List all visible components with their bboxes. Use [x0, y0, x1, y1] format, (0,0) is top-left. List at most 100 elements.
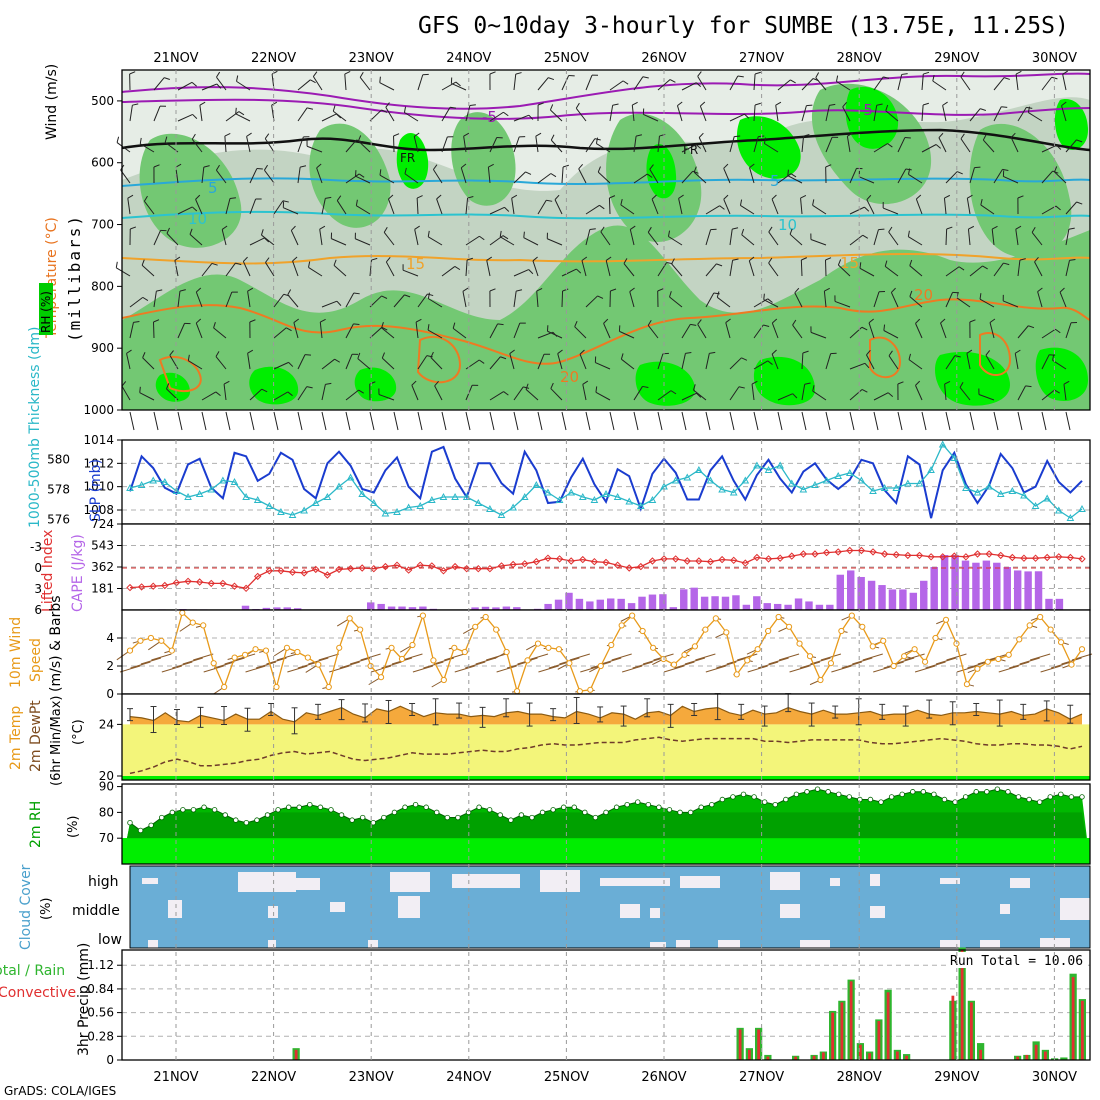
lifted-index-point — [799, 550, 808, 558]
rh2m-point — [761, 799, 768, 805]
wind-barb-flag — [1017, 195, 1024, 199]
wind-barb-flag — [129, 71, 136, 75]
surface-barb — [609, 411, 615, 431]
lifted-index-point — [602, 558, 610, 567]
lifted-index-point — [788, 552, 796, 560]
wind-barb-flag — [271, 101, 278, 106]
wind10m-panel: 024 — [106, 609, 1093, 701]
wind-barb-flag — [1059, 287, 1065, 293]
freezing-level-line — [121, 128, 1091, 152]
wind-barb-flag — [790, 173, 797, 178]
wind-barb-flag — [897, 381, 904, 385]
cloud-gap — [650, 942, 666, 948]
wind-barb-flag — [698, 132, 704, 138]
lifted-index-point — [358, 564, 366, 572]
wind-barb — [825, 353, 832, 370]
wind-barb — [297, 354, 306, 370]
wind-barb — [657, 79, 671, 91]
wind-barb-flag — [876, 103, 883, 106]
precip-convective-bar — [831, 1012, 835, 1060]
wind-barb-flag — [709, 351, 716, 354]
wind-barb-flag — [771, 194, 777, 200]
wind-barb — [609, 105, 614, 122]
cape-bar — [513, 607, 521, 610]
wind-barb — [319, 322, 323, 339]
lifted-index-point — [880, 550, 889, 558]
y-tick-label: 1008 — [83, 503, 114, 517]
lifted-index-line — [129, 549, 1083, 590]
rh2m-point — [211, 807, 218, 813]
wind-barb — [777, 393, 793, 401]
thickness-point — [741, 476, 750, 484]
wind-barb-flag — [794, 287, 800, 294]
rh2m-point — [159, 814, 165, 821]
rh2m-point — [772, 801, 778, 808]
wind-barb — [413, 136, 419, 153]
wind-barb — [416, 197, 419, 215]
wind-barb — [897, 74, 903, 91]
wind10m-point — [513, 688, 521, 695]
cloud-gap — [770, 872, 800, 890]
rh2m-point — [878, 799, 884, 805]
wind10m-point — [388, 644, 395, 651]
cape-bar — [419, 606, 427, 610]
wind-barb-flag — [334, 358, 341, 363]
rh2m-point — [169, 809, 176, 816]
wind-barb-flag — [734, 135, 741, 138]
wind-barb-flag — [499, 230, 502, 237]
wind-barb-flag — [909, 259, 913, 266]
wind-barb-flag — [771, 318, 778, 324]
surface-barb — [465, 411, 471, 431]
rh2m-point — [497, 812, 503, 818]
wind10m-point — [231, 654, 238, 661]
wind-barb — [225, 111, 240, 122]
wind-barb — [729, 386, 740, 401]
cape-bar — [241, 605, 250, 610]
y-tick-label: 0.84 — [87, 982, 114, 996]
wind-barb — [513, 114, 530, 122]
wind-barb-flag — [215, 351, 220, 357]
rh2m-point — [148, 822, 154, 828]
wind-barb-flag — [1010, 132, 1016, 138]
cloud-gap — [540, 870, 580, 892]
wind-barb — [201, 391, 217, 401]
wind-barb — [402, 269, 419, 277]
wind-barb-flag — [1003, 77, 1010, 80]
wind-barb-flag — [647, 319, 652, 326]
thickness-point — [718, 485, 726, 493]
wind-barb-flag — [754, 102, 761, 106]
wind-barb-flag — [292, 256, 298, 262]
wind-barb-flag — [763, 293, 765, 300]
wind-barb — [356, 205, 371, 215]
wind-barb — [582, 384, 587, 401]
wind-barb — [699, 105, 707, 122]
wind-barb — [333, 264, 347, 277]
wind10m-point — [880, 637, 887, 644]
wind-barb — [143, 200, 155, 215]
rh2m-point — [582, 809, 588, 816]
wind-barb — [1065, 322, 1072, 339]
wind-barb-flag — [723, 194, 729, 200]
wind-barb-flag — [835, 75, 839, 82]
wind-barb-flag — [623, 258, 628, 264]
wind-barb — [595, 362, 611, 370]
wind-barb-flag — [974, 166, 981, 169]
lifted-index-point — [764, 555, 773, 563]
bottom-day-labels: 21NOV 22NOV 23NOV 24NOV 25NOV 26NOV 27NOV 28NOV… — [153, 1070, 1077, 1085]
wind-barb-flag — [825, 164, 832, 168]
wind10m-barb-shaft — [601, 657, 622, 665]
wind-barb-flag — [141, 259, 145, 266]
lifted-index-point — [579, 555, 587, 564]
surface-barb — [537, 411, 543, 431]
wind10m-barb-shaft — [161, 665, 182, 673]
rh2m-point — [740, 791, 747, 798]
wind-barb — [1054, 171, 1067, 184]
wind-barb — [561, 75, 570, 91]
wind10m-barb-shaft — [245, 665, 266, 673]
wind-barb — [273, 327, 287, 339]
wind-barb-flag — [287, 391, 293, 397]
thickness-point — [242, 492, 250, 500]
wind-barb — [657, 136, 660, 153]
wind-barb — [283, 207, 299, 215]
